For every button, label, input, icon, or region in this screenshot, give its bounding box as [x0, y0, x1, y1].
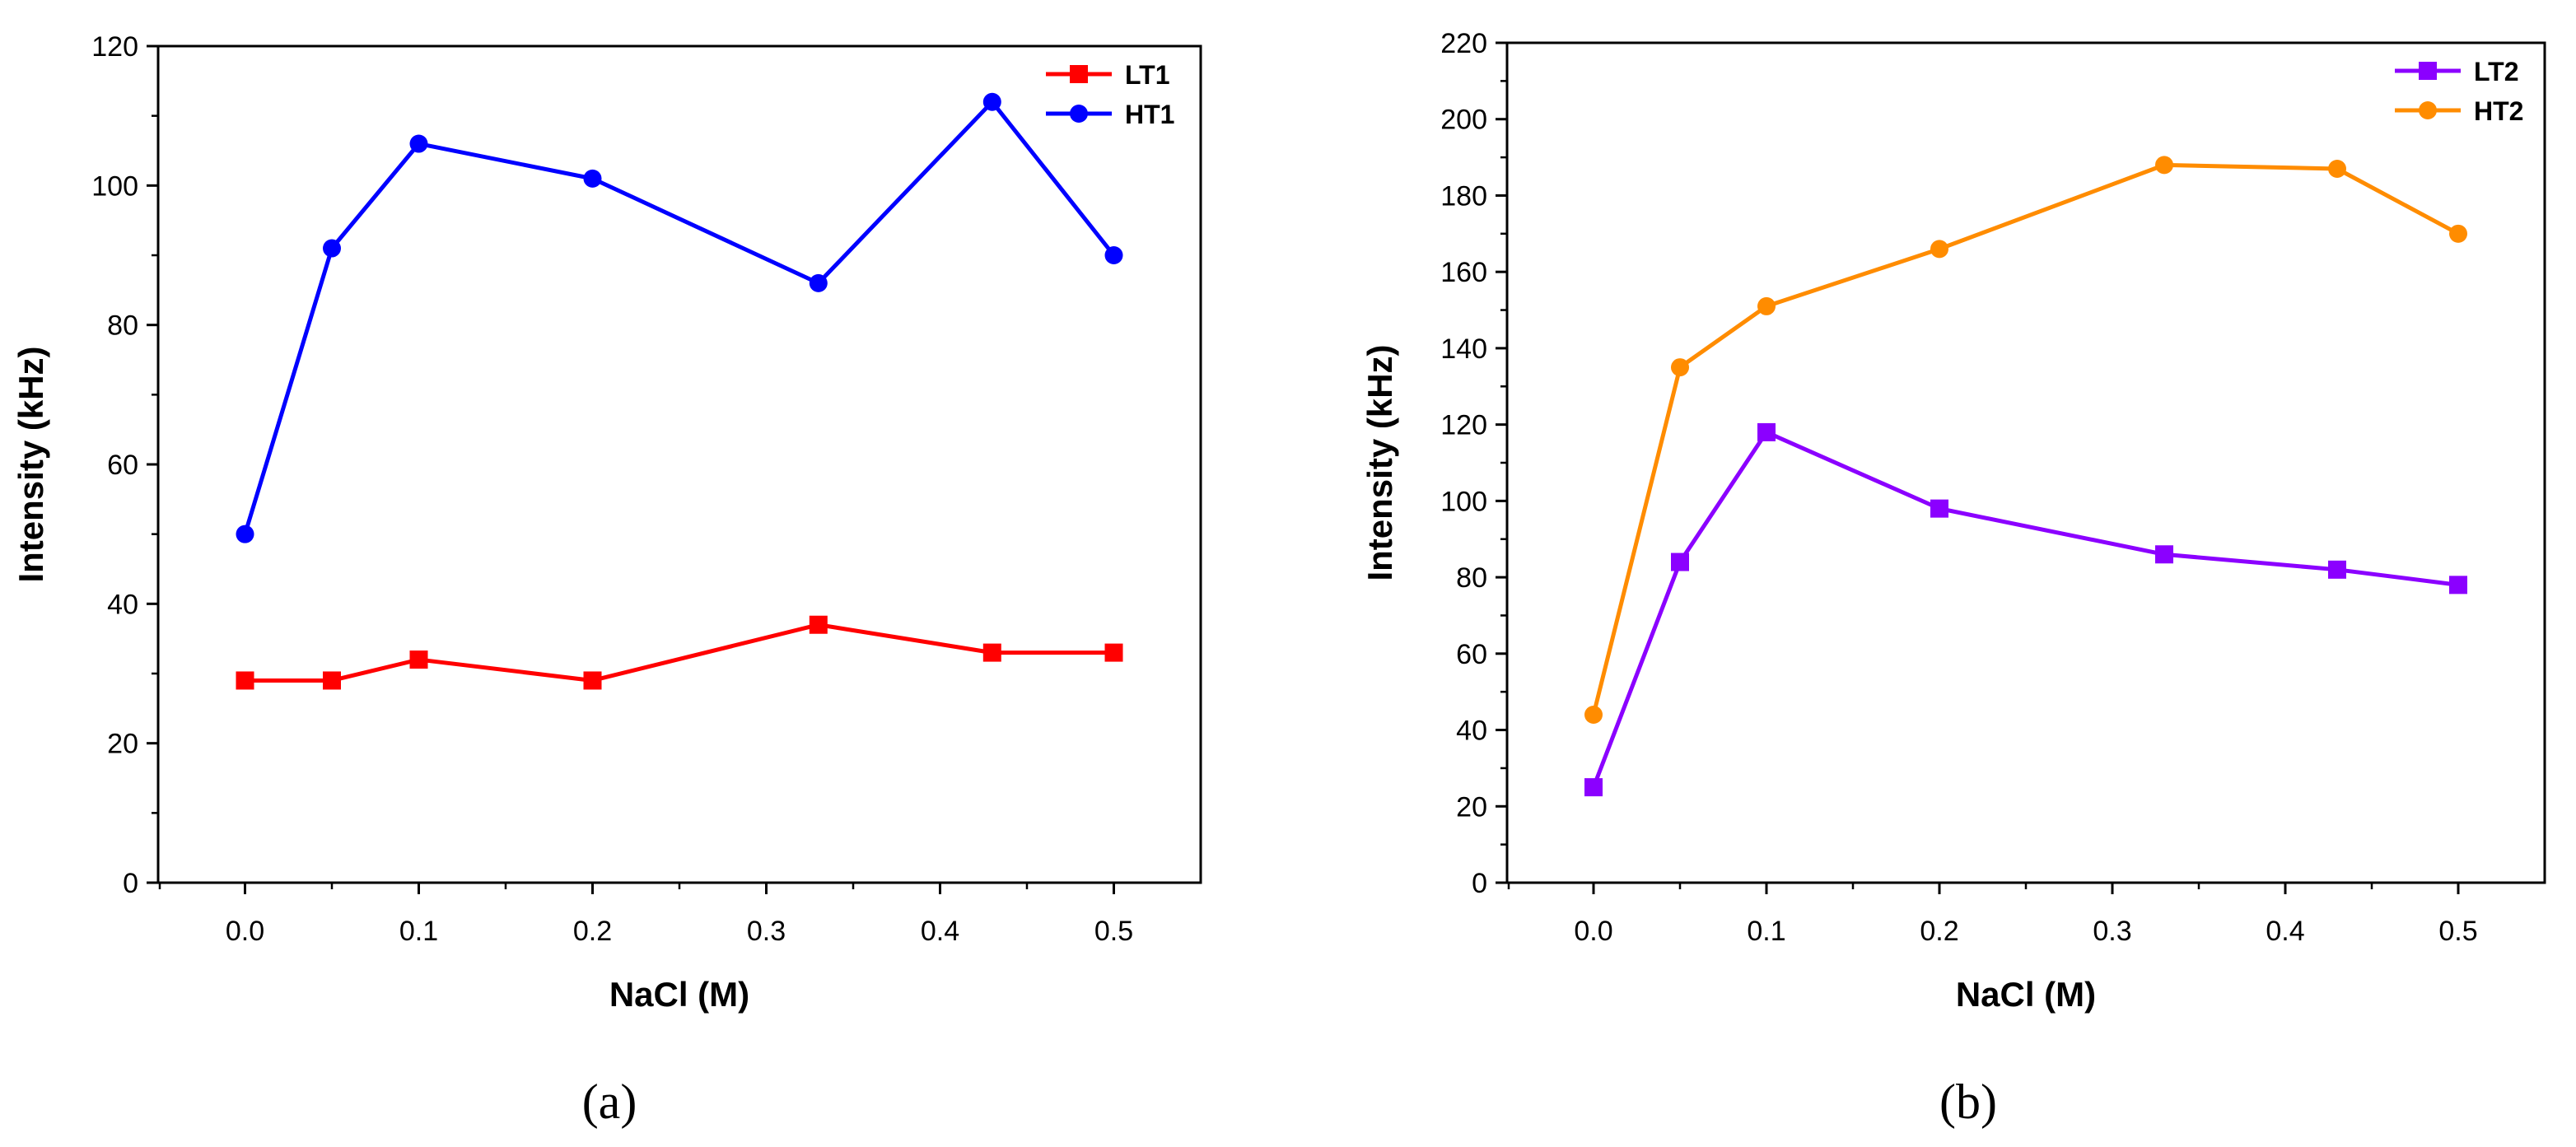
- data-point-lt2: [1757, 422, 1776, 441]
- data-point-lt1: [583, 671, 602, 690]
- x-tick-label: 0.1: [1747, 916, 1785, 947]
- data-point-ht2: [1930, 240, 1948, 259]
- x-tick-label: 0.0: [226, 916, 264, 947]
- x-tick-label: 0.2: [573, 916, 612, 947]
- y-tick-label: 140: [1440, 333, 1487, 365]
- data-point-lt2: [1671, 553, 1689, 571]
- y-tick-label: 180: [1440, 180, 1487, 212]
- y-tick-label: 80: [1456, 562, 1487, 594]
- x-tick-label: 0.5: [2438, 916, 2477, 947]
- data-point-lt1: [982, 643, 1001, 662]
- data-point-ht2: [1757, 296, 1776, 315]
- data-point-lt1: [236, 671, 254, 690]
- data-point-lt1: [809, 615, 828, 634]
- y-tick-label: 60: [1456, 639, 1487, 670]
- y-tick-label: 160: [1440, 257, 1487, 288]
- series-line-ht1: [243, 100, 1116, 535]
- data-point-ht1: [323, 239, 341, 258]
- x-tick-label: 0.4: [2266, 916, 2304, 947]
- y-tick-label: 120: [91, 31, 138, 63]
- data-point-ht1: [809, 273, 828, 292]
- legend-marker-ht1: [1070, 105, 1088, 123]
- data-point-ht1: [236, 525, 254, 543]
- legend-label-ht1: HT1: [1125, 100, 1174, 129]
- x-tick-label: 0.2: [1920, 916, 1958, 947]
- panel-label: (a): [582, 1075, 637, 1129]
- y-tick-label: 200: [1440, 105, 1487, 136]
- x-tick-label: 0.3: [747, 916, 786, 947]
- y-tick-label: 0: [1472, 868, 1487, 899]
- y-tick-label: 100: [91, 170, 138, 202]
- y-axis-title: Intensity (kHz): [12, 346, 50, 582]
- data-point-lt2: [2155, 545, 2173, 564]
- chart-panel-b: 0 20 40 60 80 100 120 140 160 180 200 220 0.0 0.1 0.2 0…: [1360, 28, 2546, 1129]
- x-axis-title: NaCl (M): [1956, 975, 2096, 1014]
- plot-frame: [1505, 41, 2546, 884]
- data-point-ht1: [1104, 246, 1123, 264]
- series-line-ht2: [1591, 162, 2460, 716]
- y-tick-label: 40: [1456, 716, 1487, 747]
- x-tick-label: 0.3: [2093, 916, 2131, 947]
- legend-label-ht2: HT2: [2474, 96, 2523, 126]
- chart-panel-a: 0 20 40 60 80 100 120 0.0 0.1 0.2 0.3 0.4 0.5 NaCl (M…: [12, 31, 1202, 1129]
- data-point-ht2: [1671, 358, 1689, 377]
- legend-marker-ht2: [2419, 101, 2437, 119]
- y-axis-title: Intensity (kHz): [1360, 344, 1399, 580]
- y-tick-label: 220: [1440, 28, 1487, 59]
- y-tick-label: 60: [107, 450, 138, 481]
- data-point-ht2: [1584, 706, 1603, 724]
- data-point-lt2: [1584, 778, 1603, 797]
- y-tick-label: 80: [107, 310, 138, 342]
- legend-label-lt1: LT1: [1125, 60, 1170, 90]
- data-point-lt1: [409, 650, 428, 669]
- series-line-lt2: [1591, 430, 2459, 788]
- legend-marker-lt2: [2419, 62, 2437, 80]
- y-tick-label: 0: [123, 868, 138, 899]
- data-point-ht1: [409, 134, 428, 153]
- panel-label: (b): [1939, 1075, 1997, 1129]
- x-tick-label: 0.5: [1094, 916, 1133, 947]
- data-point-lt2: [2328, 560, 2346, 579]
- data-point-ht2: [2328, 160, 2346, 178]
- data-point-ht2: [2155, 156, 2173, 175]
- y-tick-label: 100: [1440, 486, 1487, 517]
- data-point-ht2: [2449, 224, 2467, 243]
- x-tick-label: 0.4: [921, 916, 959, 947]
- x-tick-label: 0.0: [1574, 916, 1612, 947]
- data-point-lt1: [323, 671, 341, 690]
- y-tick-label: 40: [107, 589, 138, 620]
- legend-marker-lt1: [1070, 65, 1088, 83]
- x-tick-label: 0.1: [399, 916, 438, 947]
- data-point-ht1: [982, 92, 1001, 111]
- legend-label-lt2: LT2: [2474, 57, 2519, 86]
- plot-frame: [156, 44, 1202, 884]
- data-point-ht1: [583, 169, 602, 188]
- data-point-lt1: [1104, 643, 1123, 662]
- x-axis-title: NaCl (M): [609, 975, 749, 1014]
- y-tick-label: 120: [1440, 410, 1487, 441]
- data-point-lt2: [2449, 576, 2467, 594]
- y-tick-label: 20: [107, 729, 138, 760]
- y-tick-label: 20: [1456, 791, 1487, 823]
- data-point-lt2: [1930, 499, 1948, 518]
